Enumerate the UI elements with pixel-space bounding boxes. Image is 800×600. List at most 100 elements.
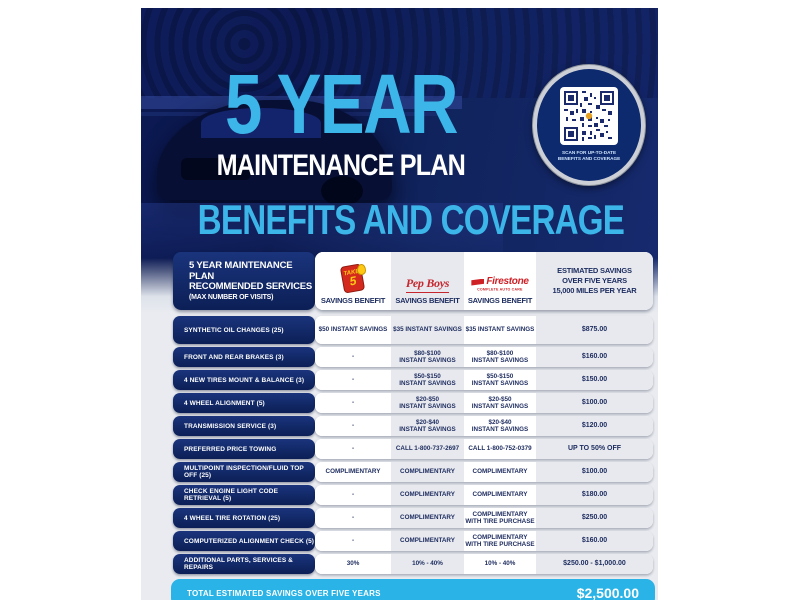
firestone-header-cell: Firestone COMPLETE AUTO CARE SAVINGS BEN… [464, 252, 536, 310]
estimated-value-cell: $120.00 [536, 416, 653, 436]
pepboys-value-cell: COMPLIMENTARY [391, 508, 464, 528]
firestone-value-cell: $50-$150 INSTANT SAVINGS [464, 370, 536, 390]
title-5-year-text: 5 YEAR [225, 57, 459, 151]
firestone-value-cell: $20-$40 INSTANT SAVINGS [464, 416, 536, 436]
row-values: - $50-$150 INSTANT SAVINGS $50-$150 INSTAN… [315, 370, 653, 390]
total-savings-label: TOTAL ESTIMATED SAVINGS OVER FIVE YEARS [187, 588, 381, 598]
row-values: - $20-$40 INSTANT SAVINGS $20-$40 INSTANT … [315, 416, 653, 436]
firestone-flag-icon [471, 278, 485, 286]
total-savings-bar: TOTAL ESTIMATED SAVINGS OVER FIVE YEARS … [171, 579, 655, 600]
firestone-value-cell: $20-$50 INSTANT SAVINGS [464, 393, 536, 413]
firestone-value-cell: $35 INSTANT SAVINGS [464, 316, 536, 344]
row-values: - $80-$100 INSTANT SAVINGS $80-$100 INSTAN… [315, 347, 653, 367]
estimated-value-cell: $180.00 [536, 485, 653, 505]
service-name-cell: 4 WHEEL TIRE ROTATION (25) [173, 508, 315, 528]
qr-sticker [560, 86, 618, 145]
estimated-header-cell: ESTIMATED SAVINGS OVER FIVE YEARS 15,000… [536, 252, 653, 310]
service-name-cell: COMPUTERIZED ALIGNMENT CHECK (5) [173, 531, 315, 551]
pepboys-value-cell: COMPLIMENTARY [391, 531, 464, 551]
estimated-value-cell: $100.00 [536, 462, 653, 482]
pepboys-value-cell: $20-$40 INSTANT SAVINGS [391, 416, 464, 436]
service-name-cell: PREFERRED PRICE TOWING [173, 439, 315, 459]
service-name-cell: 4 WHEEL ALIGNMENT (5) [173, 393, 315, 413]
service-name-cell: ADDITIONAL PARTS, SERVICES & REPAIRS [173, 554, 315, 574]
title-5-year: 5 YEAR [141, 57, 541, 151]
qr-code-icon [564, 90, 614, 141]
pepboys-value-cell: CALL 1-800-737-2697 [391, 439, 464, 459]
service-name-cell: MULTIPOINT INSPECTION/FLUID TOP OFF (25) [173, 462, 315, 482]
pepboys-value-cell: COMPLIMENTARY [391, 462, 464, 482]
table-row: TRANSMISSION SERVICE (3) - $20-$40 INSTANT… [173, 416, 653, 436]
row-values: - COMPLIMENTARY COMPLIMENTARY $180.00 [315, 485, 653, 505]
take5-value-cell: - [315, 439, 391, 459]
pepboys-value-cell: $35 INSTANT SAVINGS [391, 316, 464, 344]
firestone-value-cell: CALL 1-800-752-0379 [464, 439, 536, 459]
total-savings-value: $2,500.00 [576, 585, 639, 600]
take5-savings-benefit-label: SAVINGS BENEFIT [320, 296, 386, 305]
table-row: CHECK ENGINE LIGHT CODE RETRIEVAL (5) - CO… [173, 485, 653, 505]
row-values: - COMPLIMENTARY COMPLIMENTARY WITH TIRE PU… [315, 508, 653, 528]
firestone-value-cell: $80-$100 INSTANT SAVINGS [464, 347, 536, 367]
service-name-cell: 4 NEW TIRES MOUNT & BALANCE (3) [173, 370, 315, 390]
take-5-logo: TAKE 5 [339, 263, 366, 294]
firestone-logo: Firestone COMPLETE AUTO CARE [462, 277, 538, 293]
firestone-value-cell: COMPLIMENTARY [464, 462, 536, 482]
row-values: $50 INSTANT SAVINGS $35 INSTANT SAVINGS $3… [315, 316, 653, 344]
table-rows: SYNTHETIC OIL CHANGES (25) $50 INSTANT SA… [173, 316, 653, 574]
estimated-value-cell: $160.00 [536, 347, 653, 367]
firestone-savings-benefit-label: SAVINGS BENEFIT [467, 296, 533, 305]
firestone-value-cell: COMPLIMENTARY WITH TIRE PURCHASE [464, 508, 536, 528]
service-name-cell: TRANSMISSION SERVICE (3) [173, 416, 315, 436]
estimated-value-cell: $875.00 [536, 316, 653, 344]
benefits-coverage-heading: BENEFITS AND COVERAGE [141, 196, 658, 244]
row-values: - CALL 1-800-737-2697 CALL 1-800-752-0379 U… [315, 439, 653, 459]
firestone-value-cell: COMPLIMENTARY [464, 485, 536, 505]
car-grille [181, 158, 251, 180]
services-header-cell: 5 YEAR MAINTENANCE PLAN RECOMMENDED SERV… [173, 252, 315, 310]
take5-value-cell: 30% [315, 554, 391, 574]
estimated-value-cell: UP TO 50% OFF [536, 439, 653, 459]
service-name-cell: SYNTHETIC OIL CHANGES (25) [173, 316, 315, 344]
estimated-value-cell: $250.00 - $1,000.00 [536, 554, 653, 574]
service-name-cell: CHECK ENGINE LIGHT CODE RETRIEVAL (5) [173, 485, 315, 505]
firestone-tagline: COMPLETE AUTO CARE [477, 288, 523, 292]
take5-value-cell: - [315, 508, 391, 528]
take5-value-cell: - [315, 393, 391, 413]
service-name-cell: FRONT AND REAR BRAKES (3) [173, 347, 315, 367]
qr-caption: SCAN FOR UP-TO-DATE BENEFITS AND COVERAG… [557, 150, 621, 161]
maintenance-plan-flyer: 5 YEAR MAINTENANCE PLAN BENEFITS AND COV… [141, 8, 658, 600]
estimated-value-cell: $160.00 [536, 531, 653, 551]
take5-value-cell: - [315, 416, 391, 436]
take5-value-cell: - [315, 347, 391, 367]
firestone-value-cell: COMPLIMENTARY WITH TIRE PURCHASE [464, 531, 536, 551]
firestone-value-cell: 10% - 40% [464, 554, 536, 574]
qr-badge: SCAN FOR UP-TO-DATE BENEFITS AND COVERAG… [533, 65, 645, 185]
title-maintenance-plan: MAINTENANCE PLAN [141, 149, 541, 183]
oil-drop-icon [357, 264, 366, 275]
pepboys-value-cell: $80-$100 INSTANT SAVINGS [391, 347, 464, 367]
take5-value-cell: - [315, 485, 391, 505]
title-maintenance-plan-text: MAINTENANCE PLAN [216, 149, 466, 182]
row-values: - $20-$50 INSTANT SAVINGS $20-$50 INSTANT … [315, 393, 653, 413]
estimated-value-cell: $150.00 [536, 370, 653, 390]
firestone-name: Firestone [486, 276, 529, 287]
estimated-savings-label: ESTIMATED SAVINGS OVER FIVE YEARS 15,000… [552, 265, 637, 296]
table-row: MULTIPOINT INSPECTION/FLUID TOP OFF (25)… [173, 462, 653, 482]
services-header-title: 5 YEAR MAINTENANCE PLAN RECOMMENDED SERV… [189, 259, 313, 293]
pepboys-header-cell: Pep Boys SAVINGS BENEFIT [391, 252, 464, 310]
services-header-subtitle: (MAX NUMBER OF VISITS) [189, 294, 274, 302]
table-row: 4 WHEEL ALIGNMENT (5) - $20-$50 INSTANT SA… [173, 393, 653, 413]
table-row: ADDITIONAL PARTS, SERVICES & REPAIRS 30% 1… [173, 554, 653, 574]
pep-boys-logo: Pep Boys [405, 276, 449, 293]
benefits-table: 5 YEAR MAINTENANCE PLAN RECOMMENDED SERV… [173, 252, 653, 577]
row-values: 30% 10% - 40% 10% - 40% $250.00 - $1,000.00 [315, 554, 653, 574]
row-values: COMPLIMENTARY COMPLIMENTARY COMPLIMENTARY $… [315, 462, 653, 482]
estimated-value-cell: $100.00 [536, 393, 653, 413]
car-windshield [201, 108, 321, 138]
firestone-logo-top: Firestone [471, 276, 529, 287]
table-row: SYNTHETIC OIL CHANGES (25) $50 INSTANT SA… [173, 316, 653, 344]
estimated-value-cell: $250.00 [536, 508, 653, 528]
take5-value-cell: - [315, 531, 391, 551]
row-values: - COMPLIMENTARY COMPLIMENTARY WITH TIRE PU… [315, 531, 653, 551]
